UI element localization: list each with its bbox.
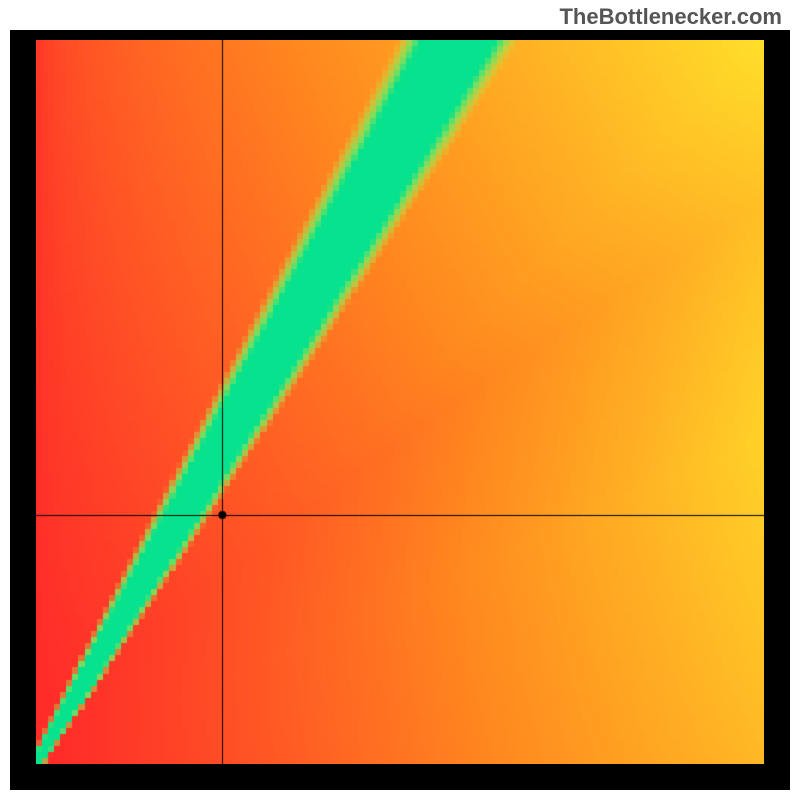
root: TheBottlenecker.com xyxy=(0,0,800,800)
crosshair-overlay xyxy=(36,40,764,764)
watermark-text: TheBottlenecker.com xyxy=(559,4,782,30)
